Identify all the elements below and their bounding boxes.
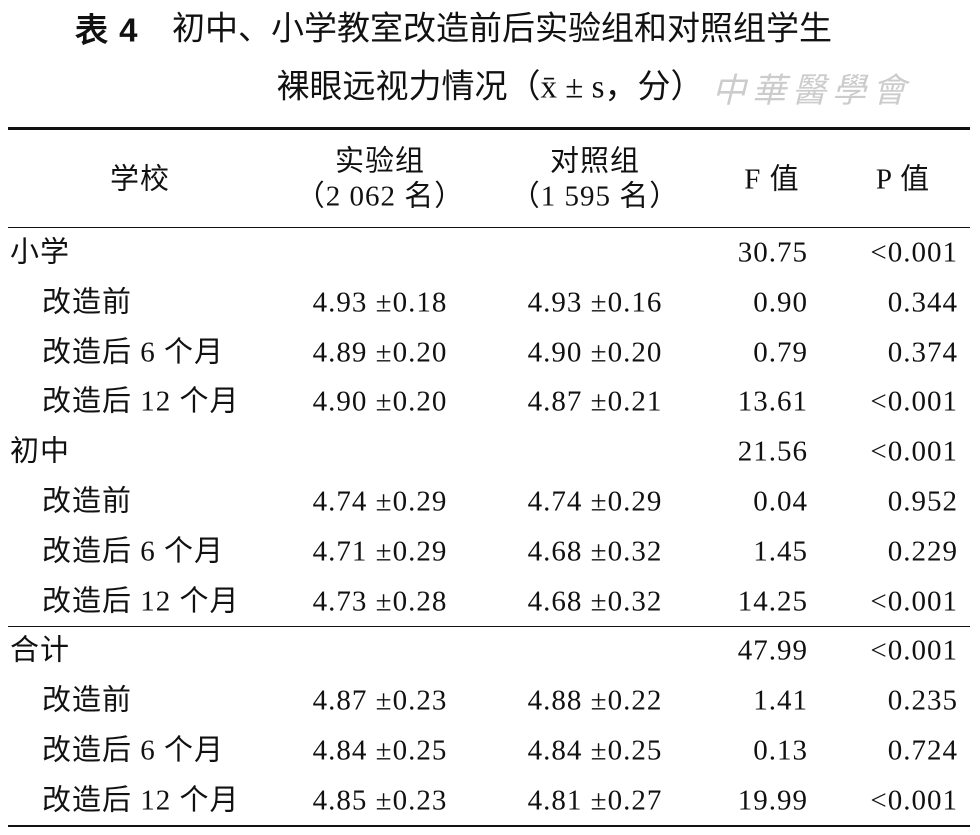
section-rule bbox=[8, 626, 970, 627]
f-value: 13.61 bbox=[737, 385, 808, 418]
experimental-value: 4.89 ±0.20 bbox=[312, 336, 448, 369]
p-value: 0.952 bbox=[887, 485, 958, 518]
column-header: P 值 bbox=[875, 163, 931, 196]
control-value: 4.88 ±0.22 bbox=[527, 684, 663, 717]
f-value: 1.41 bbox=[753, 684, 808, 717]
control-value: 4.93 ±0.16 bbox=[527, 286, 663, 319]
control-value: 4.68 ±0.32 bbox=[527, 585, 663, 618]
f-value: 30.75 bbox=[737, 236, 808, 269]
column-header: F 值 bbox=[744, 163, 800, 196]
row-label: 改造后 12 个月 bbox=[42, 585, 240, 618]
p-value: 0.229 bbox=[887, 535, 958, 568]
row-label: 改造前 bbox=[42, 684, 133, 717]
f-value: 0.04 bbox=[753, 485, 808, 518]
f-value: 0.90 bbox=[753, 286, 808, 319]
f-value: 47.99 bbox=[737, 634, 808, 667]
column-header: 学校 bbox=[109, 163, 171, 196]
top-rule bbox=[8, 127, 970, 130]
column-header: 对照组 bbox=[549, 145, 641, 178]
f-value: 0.79 bbox=[753, 336, 808, 369]
control-value: 4.84 ±0.25 bbox=[527, 734, 663, 767]
row-label: 改造前 bbox=[42, 286, 133, 319]
row-label: 改造前 bbox=[42, 485, 133, 518]
experimental-value: 4.73 ±0.28 bbox=[312, 585, 448, 618]
table-title: 初中、小学教室改造前后实验组和对照组学生 bbox=[172, 11, 832, 48]
p-value: 0.235 bbox=[887, 684, 958, 717]
p-value: <0.001 bbox=[870, 634, 958, 667]
row-label: 改造后 12 个月 bbox=[42, 784, 240, 817]
f-value: 1.45 bbox=[753, 535, 808, 568]
f-value: 0.13 bbox=[753, 734, 808, 767]
f-value: 21.56 bbox=[737, 435, 808, 468]
table-label: 表 4 bbox=[75, 11, 139, 49]
f-value: 19.99 bbox=[737, 784, 808, 817]
p-value: 0.374 bbox=[887, 336, 958, 369]
bottom-rule bbox=[8, 825, 970, 827]
p-value: <0.001 bbox=[870, 784, 958, 817]
table-title: 裸眼远视力情况（x̄ ± s，分） bbox=[276, 69, 704, 106]
p-value: <0.001 bbox=[870, 236, 958, 269]
control-value: 4.68 ±0.32 bbox=[527, 535, 663, 568]
experimental-value: 4.84 ±0.25 bbox=[312, 734, 448, 767]
experimental-value: 4.71 ±0.29 bbox=[312, 535, 448, 568]
column-header: （2 062 名） bbox=[295, 180, 465, 213]
column-header: 实验组 bbox=[334, 145, 426, 178]
control-value: 4.81 ±0.27 bbox=[527, 784, 663, 817]
section-name: 初中 bbox=[10, 435, 71, 468]
p-value: 0.344 bbox=[887, 286, 958, 319]
control-value: 4.90 ±0.20 bbox=[527, 336, 663, 369]
p-value: <0.001 bbox=[870, 435, 958, 468]
f-value: 14.25 bbox=[737, 585, 808, 618]
experimental-value: 4.90 ±0.20 bbox=[312, 385, 448, 418]
experimental-value: 4.74 ±0.29 bbox=[312, 485, 448, 518]
header-rule bbox=[8, 227, 970, 228]
section-name: 小学 bbox=[10, 236, 71, 269]
row-label: 改造后 6 个月 bbox=[42, 535, 225, 568]
p-value: <0.001 bbox=[870, 585, 958, 618]
watermark: 中華醫學會 bbox=[712, 73, 912, 110]
section-name: 合计 bbox=[10, 634, 71, 667]
experimental-value: 4.93 ±0.18 bbox=[312, 286, 448, 319]
column-header: （1 595 名） bbox=[510, 180, 680, 213]
experimental-value: 4.85 ±0.23 bbox=[312, 784, 448, 817]
experimental-value: 4.87 ±0.23 bbox=[312, 684, 448, 717]
row-label: 改造后 12 个月 bbox=[42, 385, 240, 418]
p-value: <0.001 bbox=[870, 385, 958, 418]
control-value: 4.87 ±0.21 bbox=[527, 385, 663, 418]
control-value: 4.74 ±0.29 bbox=[527, 485, 663, 518]
row-label: 改造后 6 个月 bbox=[42, 336, 225, 369]
p-value: 0.724 bbox=[887, 734, 958, 767]
row-label: 改造后 6 个月 bbox=[42, 734, 225, 767]
